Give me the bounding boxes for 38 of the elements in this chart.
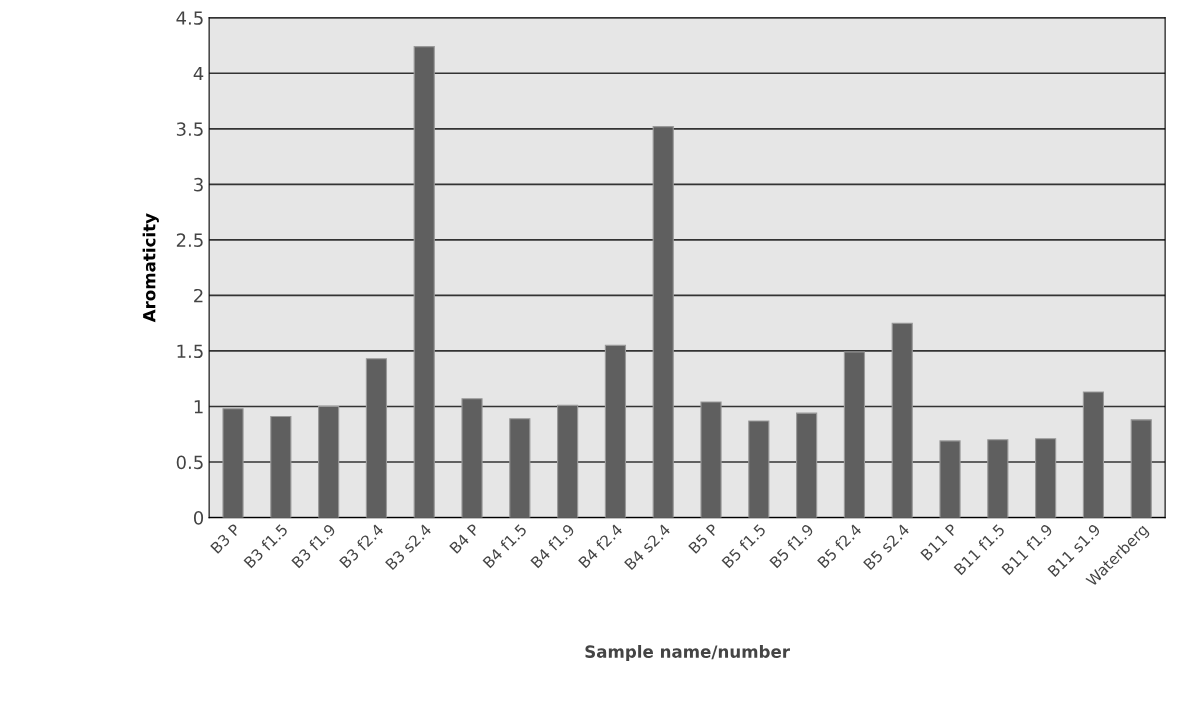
y-axis-title: Aromaticity: [142, 213, 159, 323]
bar: [365, 358, 388, 518]
x-tick-label: B5 P: [688, 523, 720, 554]
bar: [1082, 391, 1105, 518]
bar: [557, 404, 579, 518]
y-tick-label: 2.5: [176, 233, 203, 247]
x-tick-label: B3 f1.9: [290, 523, 337, 569]
bar: [652, 126, 674, 518]
bar: [700, 401, 722, 518]
x-tick-label: B4 f1.9: [529, 523, 576, 569]
bar: [509, 418, 531, 518]
x-tick-label: B4 P: [449, 523, 480, 554]
y-tick-label: 4.5: [176, 11, 203, 25]
bar: [987, 439, 1009, 518]
x-tick-label: B3 P: [210, 522, 242, 554]
bar: [843, 351, 866, 518]
x-tick-label: B5 f1.9: [768, 523, 815, 569]
bar: [604, 344, 627, 518]
y-tick-label: 3: [194, 177, 203, 192]
bar: [1130, 419, 1152, 518]
y-tick-label: 1: [194, 400, 203, 414]
bar: [796, 412, 818, 518]
x-axis-title: Sample name/number: [585, 644, 790, 662]
bar: [222, 408, 244, 518]
y-tick-label: 0: [193, 511, 204, 525]
y-tick-label: 3.5: [176, 122, 203, 136]
bar: [891, 322, 913, 518]
bar: [748, 420, 770, 518]
bar: [318, 405, 340, 518]
y-tick-label: 4: [193, 66, 204, 81]
bar: [939, 440, 961, 518]
y-tick-label: 1.5: [177, 344, 203, 359]
y-tick-label: 0.5: [176, 455, 203, 470]
bar: [1035, 438, 1057, 518]
bar: [413, 46, 435, 518]
y-tick-label: 2: [194, 288, 203, 303]
bar: [270, 415, 292, 518]
bar: [461, 398, 483, 518]
